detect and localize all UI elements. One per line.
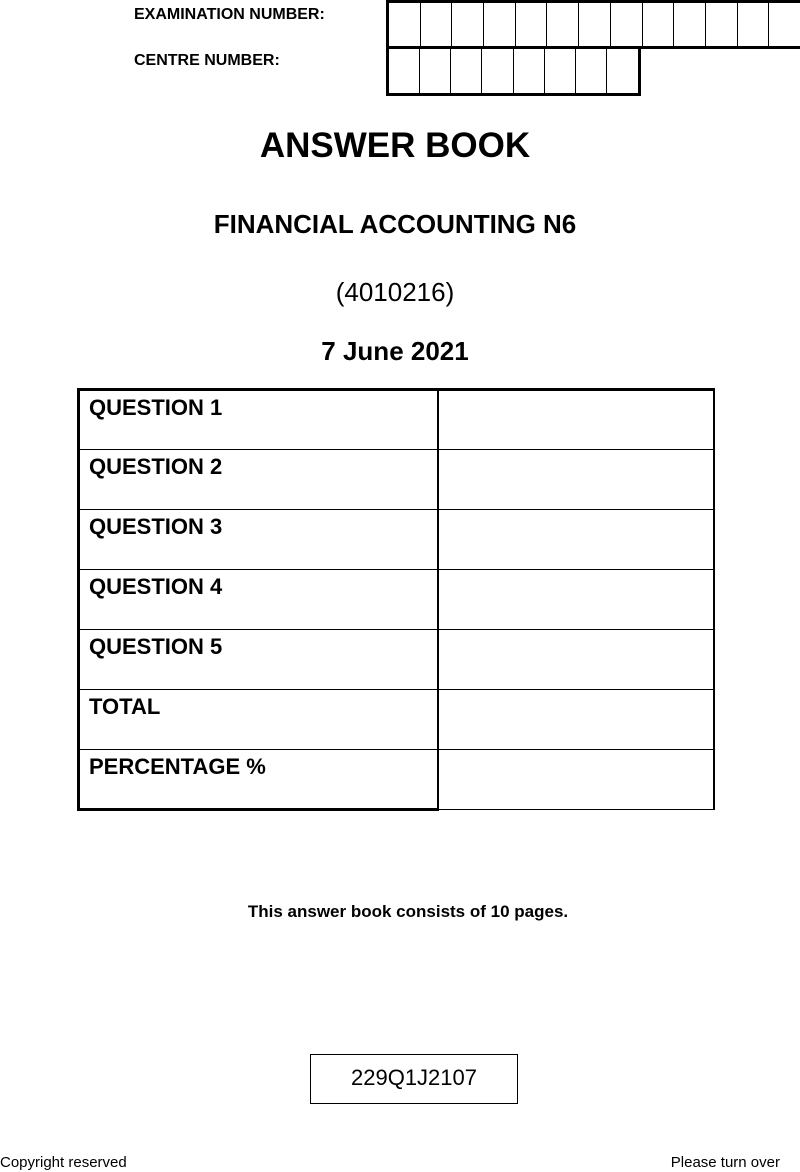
centre-number-label: CENTRE NUMBER: [134,52,280,69]
pages-note: This answer book consists of 10 pages. [247,902,569,921]
examination-number-boxes[interactable] [386,0,800,49]
digit-box[interactable] [576,49,607,93]
table-row: QUESTION 4 [77,569,715,630]
table-row: QUESTION 5 [77,629,715,690]
table-row: QUESTION 1 [77,388,715,450]
digit-box[interactable] [738,3,770,46]
row-label: QUESTION 2 [77,449,439,510]
row-label: TOTAL [77,689,439,750]
row-label: QUESTION 3 [77,509,439,570]
subject-name: FINANCIAL ACCOUNTING N6 [213,209,577,239]
mark-cell[interactable] [437,689,715,750]
mark-cell[interactable] [437,509,715,570]
digit-box[interactable] [643,3,675,46]
marks-table: QUESTION 1 QUESTION 2 QUESTION 3 QUESTION 4… [77,388,715,811]
table-row: QUESTION 3 [77,509,715,570]
digit-box[interactable] [674,3,706,46]
digit-box[interactable] [482,49,514,93]
paper-code: 229Q1J2107 [310,1054,518,1104]
digit-box[interactable] [516,3,548,46]
mark-cell[interactable] [437,749,715,810]
footer-turn-over: Please turn over [670,1154,780,1171]
mark-cell[interactable] [437,388,715,450]
row-label: PERCENTAGE % [77,749,439,811]
centre-number-boxes[interactable] [386,46,641,96]
digit-box[interactable] [579,3,611,46]
examination-number-label: EXAMINATION NUMBER: [134,6,325,23]
mark-cell[interactable] [437,629,715,690]
row-label: QUESTION 1 [77,388,439,450]
digit-box[interactable] [421,3,453,46]
row-label: QUESTION 5 [77,629,439,690]
row-label: QUESTION 4 [77,569,439,630]
subject-code: (4010216) [335,277,455,307]
digit-box[interactable] [545,49,576,93]
digit-box[interactable] [706,3,738,46]
exam-date: 7 June 2021 [321,336,469,366]
digit-box[interactable] [389,49,421,93]
mark-cell[interactable] [437,449,715,510]
digit-box[interactable] [769,3,800,46]
table-row: QUESTION 2 [77,449,715,510]
table-row: PERCENTAGE % [77,749,715,811]
mark-cell[interactable] [437,569,715,630]
table-row: TOTAL [77,689,715,750]
digit-box[interactable] [451,49,483,93]
digit-box[interactable] [607,49,638,93]
document-title: ANSWER BOOK [259,126,531,165]
digit-box[interactable] [611,3,643,46]
footer-copyright: Copyright reserved [0,1154,127,1171]
digit-box[interactable] [389,3,421,46]
digit-box[interactable] [452,3,485,46]
digit-box[interactable] [547,3,580,46]
digit-box[interactable] [514,49,545,93]
digit-box[interactable] [420,49,452,93]
digit-box[interactable] [484,3,516,46]
